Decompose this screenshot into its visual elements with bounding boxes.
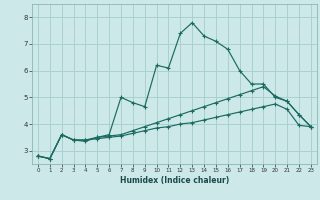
X-axis label: Humidex (Indice chaleur): Humidex (Indice chaleur)	[120, 176, 229, 185]
